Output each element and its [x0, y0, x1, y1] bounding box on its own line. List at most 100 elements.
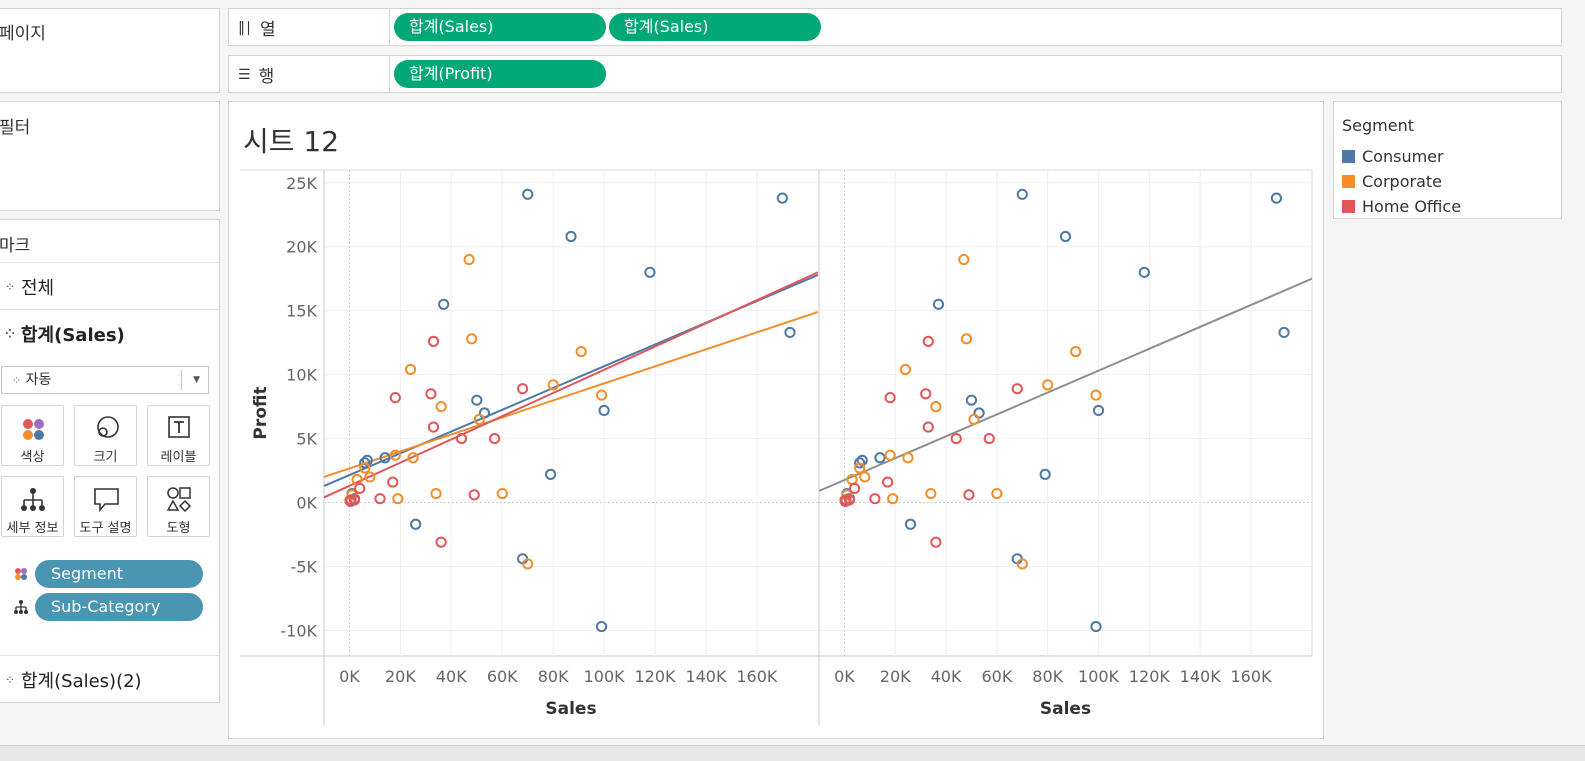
color-button-label: 색상: [20, 450, 45, 465]
marks-panel-title: 마크: [0, 236, 31, 256]
detail-encoding-icon: [14, 600, 28, 614]
multi-mark-icon: ⁘: [4, 279, 16, 294]
legend-item-corporate[interactable]: Corporate: [1342, 172, 1442, 191]
legend-item-home-office[interactable]: Home Office: [1342, 197, 1461, 216]
sheet-tab-strip[interactable]: [0, 745, 1585, 761]
data-point-home-office: [455, 432, 468, 445]
data-point-corporate: [854, 462, 866, 474]
data-point-home-office: [884, 392, 896, 404]
marks-card-sales-2-label: 합계(Sales)(2): [21, 670, 142, 692]
data-point-home-office: [1011, 383, 1023, 395]
data-point-consumer: [410, 518, 422, 530]
filters-panel-title: 필터: [0, 118, 31, 138]
data-point-home-office: [468, 489, 480, 501]
y-tick-label: 15K: [286, 302, 317, 321]
data-point-home-office: [963, 489, 975, 501]
detail-icon: [21, 488, 45, 511]
data-point-consumer: [1138, 266, 1150, 278]
legend-title: Segment: [1342, 116, 1414, 135]
data-point-corporate: [859, 471, 871, 483]
rows-shelf[interactable]: ☰ 행 합계(Profit): [228, 55, 1562, 93]
color-icon: [23, 419, 44, 440]
sub-category-field-pill[interactable]: Sub-Category: [35, 593, 203, 621]
data-point-home-office: [427, 335, 440, 347]
data-point-home-office: [517, 383, 529, 395]
data-point-home-office: [930, 536, 942, 548]
columns-shelf-label: 열: [260, 20, 276, 40]
data-point-consumer: [1016, 188, 1028, 200]
data-point-consumer: [545, 468, 557, 480]
label-button[interactable]: 레이블: [147, 405, 210, 466]
rows-icon: ☰: [238, 66, 251, 83]
data-point-corporate: [463, 253, 475, 266]
data-point-consumer: [932, 298, 945, 310]
data-point-consumer: [565, 230, 577, 243]
data-point-corporate: [960, 333, 972, 345]
segment-field-pill[interactable]: Segment: [35, 560, 203, 588]
x-axis-title: Sales: [1040, 699, 1091, 719]
data-point-corporate: [925, 487, 937, 500]
dropdown-divider: [181, 370, 182, 390]
detail-button[interactable]: 세부 정보: [1, 476, 64, 537]
mark-type-value: 자동: [25, 372, 52, 388]
column-pill-sales-1[interactable]: 합계(Sales): [394, 13, 606, 41]
marks-card-sales-2[interactable]: ⁘ 합계(Sales)(2): [0, 655, 219, 703]
data-point-consumer: [1059, 230, 1072, 243]
x-tick-label: 40K: [931, 667, 962, 686]
data-point-consumer: [471, 394, 483, 406]
legend-label-corporate: Corporate: [1362, 172, 1442, 191]
shelf-divider: [389, 56, 390, 92]
data-point-corporate: [435, 401, 447, 413]
column-pill-sales-2[interactable]: 합계(Sales): [609, 13, 821, 41]
row-pill-profit[interactable]: 합계(Profit): [394, 60, 606, 88]
marks-card-all-label: 전체: [21, 277, 55, 299]
tooltip-button[interactable]: 도구 설명: [74, 476, 137, 537]
legend-item-consumer[interactable]: Consumer: [1342, 147, 1444, 166]
marks-panel: 마크 ⁘ 전체 ⁘ 합계(Sales) ⁘ 자동 ▼ 색상 크기 레이블: [0, 219, 220, 703]
shape-icon: [166, 487, 192, 513]
sheet-title: 시트 12: [243, 125, 340, 158]
x-tick-label: 40K: [436, 667, 467, 686]
data-point-home-office: [387, 476, 399, 488]
y-tick-label: 25K: [286, 174, 317, 193]
columns-shelf[interactable]: ‖∣ 열 합계(Sales) 합계(Sales): [228, 8, 1562, 46]
pages-panel: 페이지: [0, 8, 220, 93]
color-button[interactable]: 색상: [1, 405, 64, 466]
x-tick-label: 20K: [880, 667, 911, 686]
data-point-consumer: [1270, 192, 1283, 204]
data-point-corporate: [466, 333, 478, 345]
data-point-corporate: [1042, 379, 1054, 391]
pages-panel-title: 페이지: [0, 24, 46, 44]
data-point-home-office: [869, 493, 881, 505]
data-point-corporate: [887, 493, 899, 505]
x-tick-label: 100K: [1078, 667, 1120, 686]
data-point-corporate: [364, 471, 376, 483]
mark-type-dropdown[interactable]: ⁘ 자동 ▼: [1, 366, 209, 394]
legend-label-home-office: Home Office: [1362, 197, 1462, 216]
shelf-divider: [389, 9, 390, 45]
data-point-corporate: [930, 401, 942, 413]
x-tick-label: 0K: [339, 667, 360, 686]
marks-card-sales[interactable]: ⁘ 합계(Sales): [0, 309, 219, 357]
data-point-consumer: [854, 457, 866, 469]
data-point-corporate: [407, 452, 419, 464]
data-point-consumer: [776, 192, 788, 204]
x-tick-label: 60K: [487, 667, 518, 686]
size-button[interactable]: 크기: [74, 405, 137, 466]
y-axis-title: Profit: [251, 386, 271, 439]
scatter-chart: 25K 20K 15K 10K 5K 0K -5K -10K Profit 0K 20K 40K 60K…: [240, 169, 1313, 725]
data-point-consumer: [522, 188, 534, 200]
marks-card-sales-label: 합계(Sales): [21, 324, 125, 346]
filters-panel[interactable]: 필터: [0, 101, 220, 211]
x-tick-label: 0K: [834, 667, 855, 686]
marks-card-all[interactable]: ⁘ 전체: [0, 262, 219, 310]
data-point-consumer: [595, 620, 608, 633]
data-point-corporate: [392, 493, 404, 505]
data-point-corporate: [359, 462, 371, 474]
x-tick-label: 160K: [736, 667, 778, 686]
data-point-home-office: [882, 476, 894, 488]
x-tick-label: 160K: [1230, 667, 1272, 686]
shape-button[interactable]: 도형: [147, 476, 210, 537]
data-point-home-office: [489, 432, 501, 445]
data-point-corporate: [899, 363, 912, 376]
